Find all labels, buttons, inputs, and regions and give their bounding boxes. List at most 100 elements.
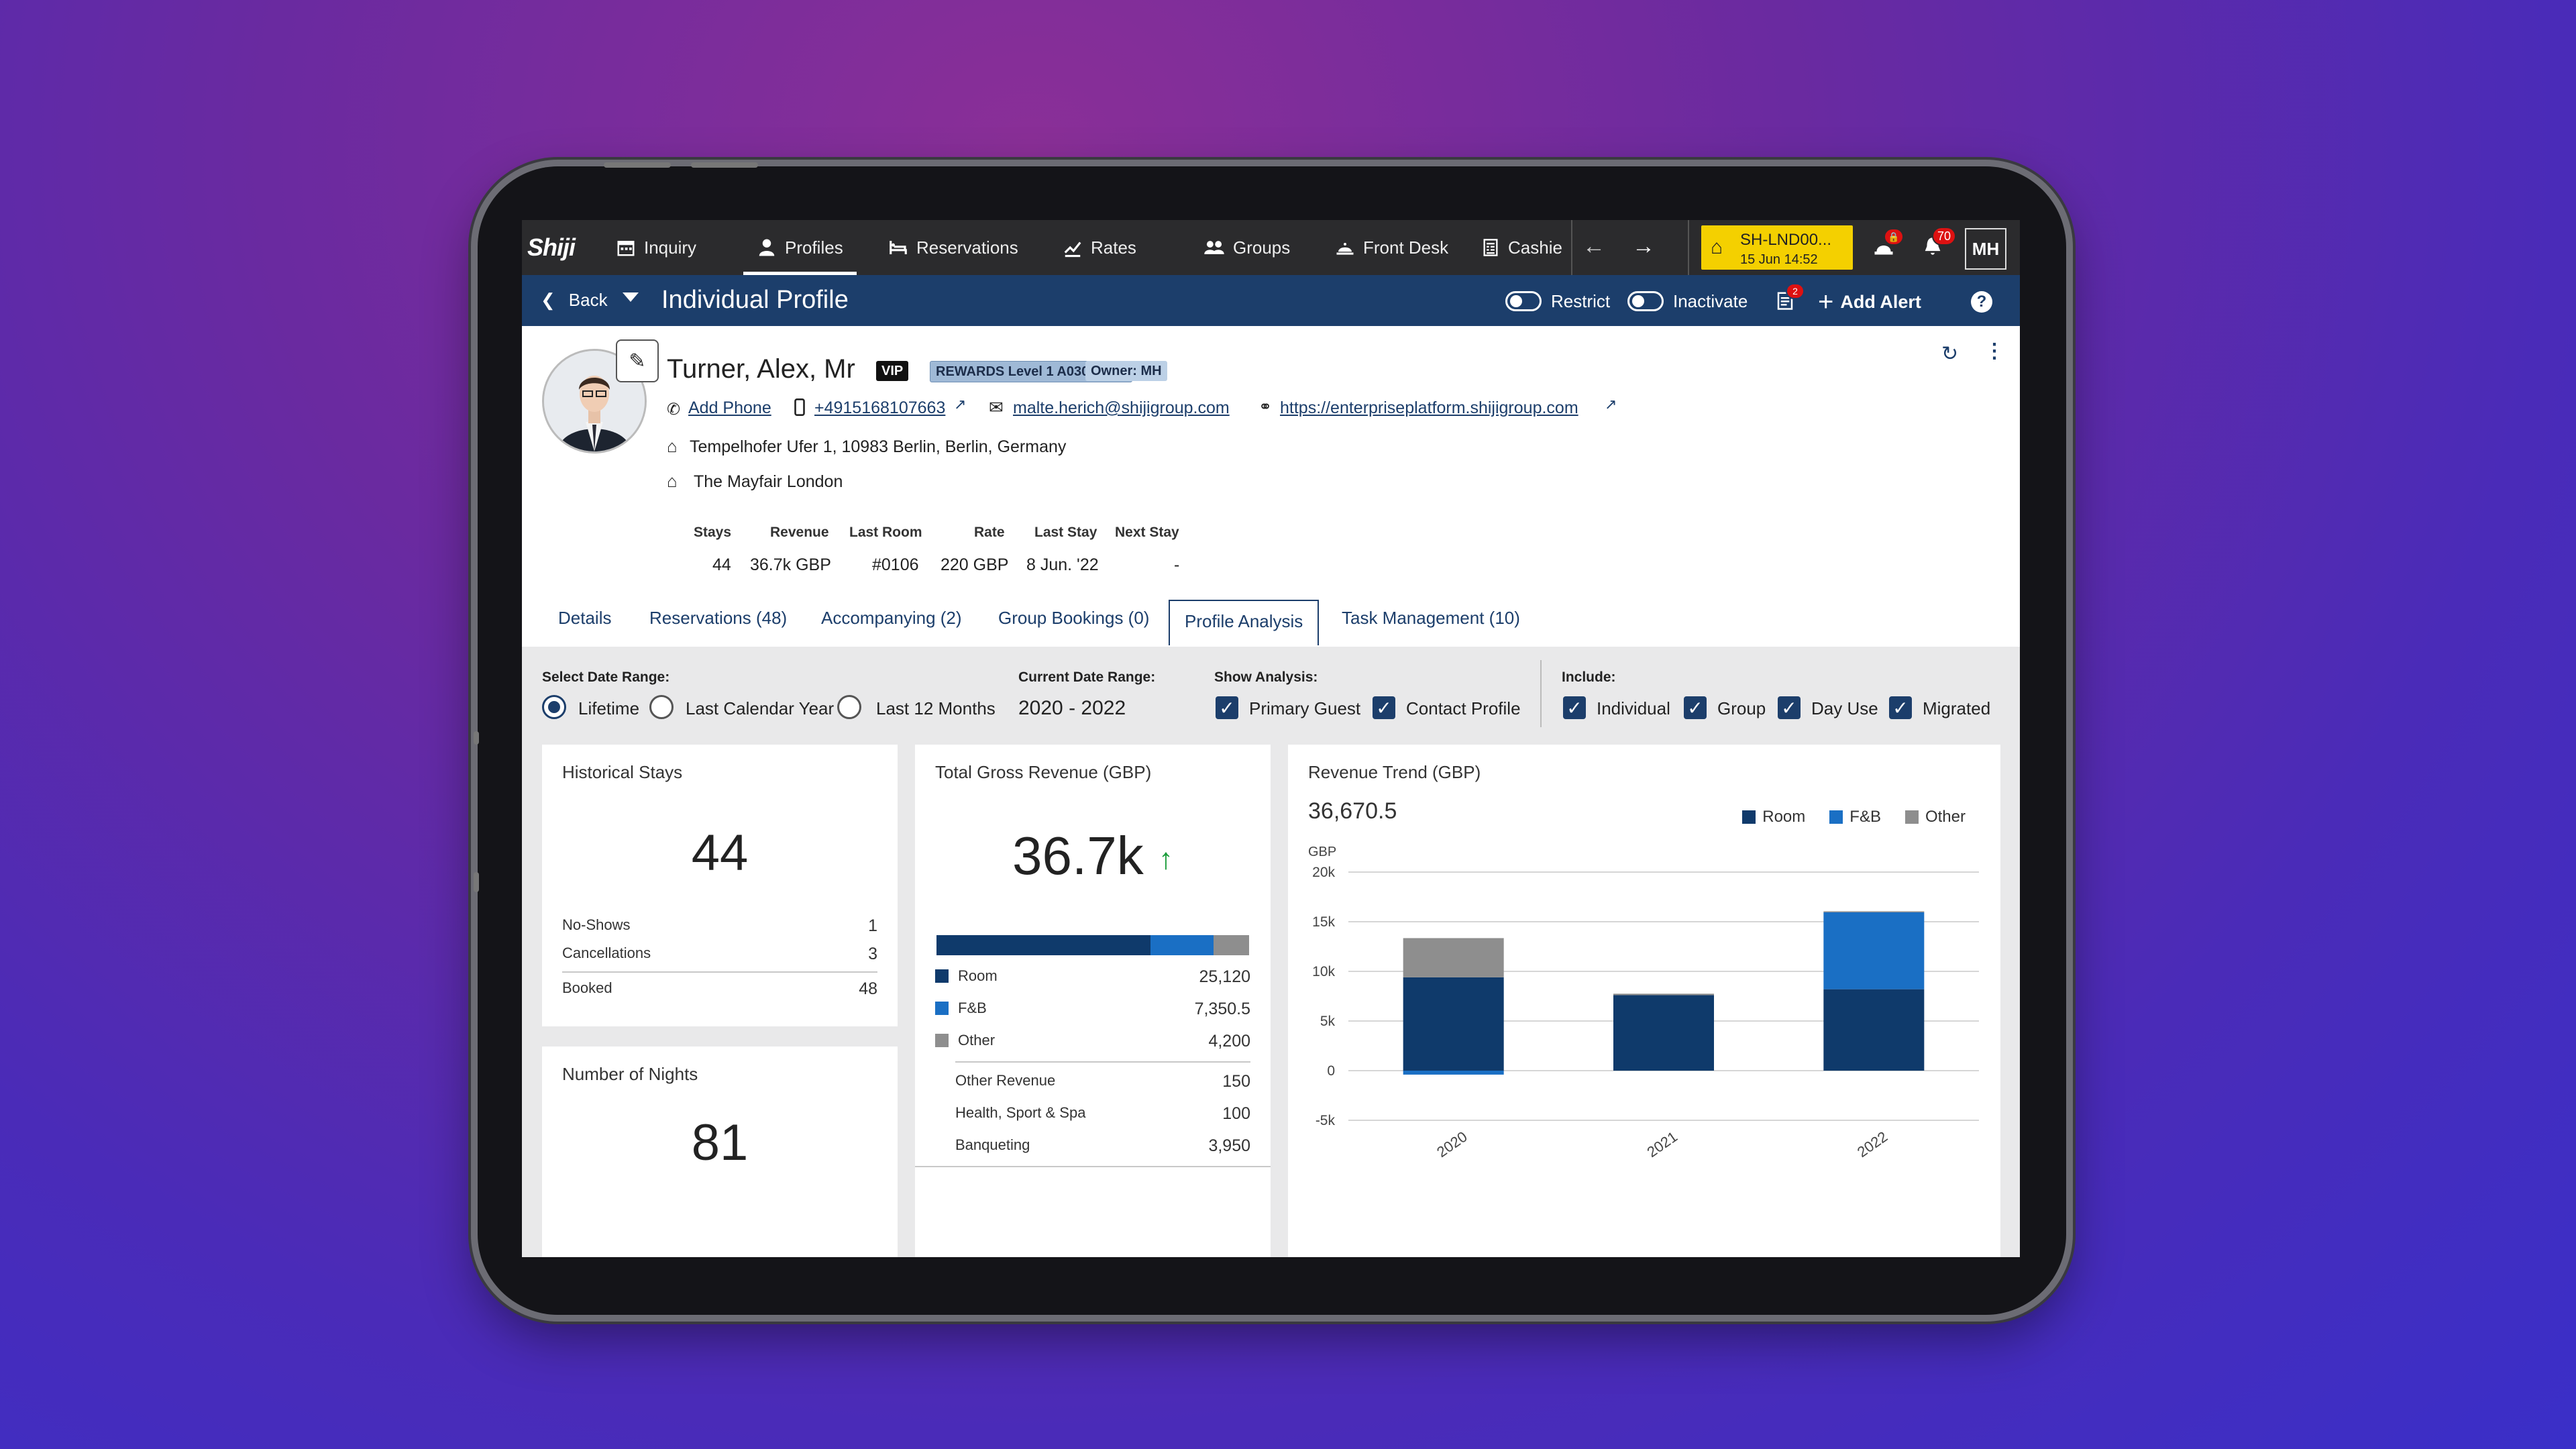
checkbox-primary-guest[interactable]: ✓ <box>1216 696 1238 719</box>
add-alert-button[interactable]: + Add Alert <box>1818 287 1921 317</box>
email-icon: ✉ <box>989 397 1004 417</box>
nav-cashier[interactable]: Cashie <box>1481 220 1562 275</box>
checkbox-label: Individual <box>1597 698 1670 718</box>
notifications-badge: 70 <box>1932 227 1956 246</box>
tab-reservations[interactable]: Reservations (48) <box>649 608 788 628</box>
split-segment-fb <box>1150 935 1214 955</box>
nav-reservations[interactable]: Reservations <box>888 220 1018 275</box>
nav-front-desk[interactable]: Front Desk <box>1335 220 1448 275</box>
nav-label: Rates <box>1091 237 1136 258</box>
home-icon: ⌂ <box>667 436 678 456</box>
rates-icon <box>1063 237 1083 258</box>
bar-fb-2022 <box>1823 912 1925 989</box>
list-item: Room 25,120 <box>935 967 1250 987</box>
app-screen: Shiji Inquiry Profiles Reservations Rate… <box>522 220 2020 1257</box>
external-link-icon: ↗ <box>954 396 967 413</box>
external-link-icon: ↗ <box>1605 396 1617 413</box>
legend-item-room: Room <box>1742 808 1805 826</box>
history-icon[interactable]: ↻ <box>1941 343 1959 365</box>
tab-details[interactable]: Details <box>558 608 612 628</box>
nav-groups[interactable]: Groups <box>1203 220 1290 275</box>
list-item: Cancellations 3 <box>562 945 877 963</box>
locked-alerts-icon[interactable]: 🔒 <box>1872 228 1904 260</box>
tab-group-bookings[interactable]: Group Bookings (0) <box>998 608 1150 628</box>
bar-other-2020 <box>1403 938 1504 977</box>
nav-inquiry[interactable]: Inquiry <box>616 220 696 275</box>
y-tick-label: 15k <box>1312 914 1335 930</box>
shiji-logo: Shiji <box>527 233 576 261</box>
inactivate-toggle[interactable] <box>1627 291 1664 311</box>
checkbox-label: Group <box>1717 698 1766 718</box>
alerts-badge: 2 <box>1786 283 1805 299</box>
website-link[interactable]: https://enterpriseplatform.shijigroup.co… <box>1280 398 1578 417</box>
tab-profile-analysis[interactable]: Profile Analysis <box>1169 600 1320 645</box>
profile-toolbar: ❮ Back Individual Profile Restrict Inact… <box>522 275 2020 326</box>
tablet-button <box>691 162 758 168</box>
restrict-toggle[interactable] <box>1505 291 1542 311</box>
nav-rates[interactable]: Rates <box>1063 220 1136 275</box>
lock-badge: 🔒 <box>1884 228 1904 246</box>
current-range-value: 2020 - 2022 <box>1018 697 1126 719</box>
list-item: Booked 48 <box>562 979 877 998</box>
legend-swatch <box>935 1034 949 1047</box>
date-range-label: Select Date Range: <box>542 669 670 685</box>
y-tick-label: 10k <box>1312 964 1335 979</box>
historical-stays-value: 44 <box>691 824 749 881</box>
checkbox-group[interactable]: ✓ <box>1684 696 1707 719</box>
checkbox-individual[interactable]: ✓ <box>1563 696 1586 719</box>
property-icon: ⌂ <box>667 471 678 491</box>
nav-profiles[interactable]: Profiles <box>743 220 857 275</box>
edit-photo-button[interactable]: ✎ <box>616 339 659 382</box>
radio-last-calendar-year[interactable] <box>649 695 674 719</box>
notifications-bell-icon[interactable]: 70 <box>1921 227 1956 262</box>
filter-divider <box>1540 660 1542 727</box>
number-of-nights-value: 81 <box>691 1114 749 1171</box>
revenue-trend-card: Revenue Trend (GBP) 36,670.5 Room F&B Ot… <box>1288 745 2000 1257</box>
add-alert-label: Add Alert <box>1840 292 1921 312</box>
back-arrow-icon[interactable]: ← <box>1582 233 1605 259</box>
radio-lifetime[interactable] <box>542 695 566 719</box>
tablet-button <box>604 162 671 168</box>
radio-last-12-months[interactable] <box>837 695 861 719</box>
person-icon <box>757 237 777 258</box>
divider <box>955 1061 1250 1063</box>
alerts-list-icon[interactable]: 2 <box>1775 283 1805 313</box>
nav-label: Reservations <box>916 237 1018 258</box>
nav-label: Inquiry <box>644 237 697 258</box>
forward-arrow-icon[interactable]: → <box>1632 233 1655 259</box>
property-code: SH-LND00... <box>1740 231 1832 249</box>
number-of-nights-card: Number of Nights 81 <box>542 1046 898 1257</box>
list-item: No-Shows 1 <box>562 916 877 935</box>
mobile-link[interactable]: +4915168107663 <box>814 398 946 417</box>
radio-label: Last 12 Months <box>876 698 996 718</box>
stat-header-rate: Rate <box>974 525 1005 540</box>
y-tick-label: 0 <box>1327 1063 1335 1079</box>
card-title: Total Gross Revenue (GBP) <box>935 762 1152 782</box>
checkbox-day-use[interactable]: ✓ <box>1778 696 1801 719</box>
profile-header: ✎ Turner, Alex, Mr VIP REWARDS Level 1 A… <box>522 326 2020 590</box>
email-link[interactable]: malte.herich@shijigroup.com <box>1013 398 1230 417</box>
profile-tabs: Details Reservations (48) Accompanying (… <box>522 589 2020 648</box>
checkbox-contact-profile[interactable]: ✓ <box>1373 696 1395 719</box>
checkbox-migrated[interactable]: ✓ <box>1889 696 1912 719</box>
nav-label: Groups <box>1233 237 1291 258</box>
stat-last-room: #0106 <box>872 555 919 574</box>
globe-icon: ⚭ <box>1258 398 1273 416</box>
include-label: Include: <box>1562 669 1616 685</box>
back-button[interactable]: ❮ Back <box>541 290 608 311</box>
total-revenue-card: Total Gross Revenue (GBP) 36.7k ↑ Room 25… <box>915 745 1271 1257</box>
tab-accompanying[interactable]: Accompanying (2) <box>821 608 962 628</box>
list-item: Health, Sport & Spa 100 <box>955 1104 1250 1123</box>
help-icon[interactable]: ? <box>1971 291 1992 313</box>
add-phone-link[interactable]: Add Phone <box>688 398 771 417</box>
nav-divider <box>1571 220 1572 275</box>
property-selector[interactable]: ⌂ SH-LND00... 15 Jun 14:52 <box>1701 225 1853 270</box>
tab-task-management[interactable]: Task Management (10) <box>1342 608 1520 628</box>
more-vertical-icon[interactable]: ⋮ <box>1984 340 2004 362</box>
x-tick-label: 2022 <box>1854 1128 1890 1161</box>
radio-label: Lifetime <box>578 698 640 718</box>
bar-room-2022 <box>1823 989 1925 1071</box>
chevron-down-icon[interactable] <box>623 292 639 302</box>
plus-icon: + <box>1818 287 1834 317</box>
user-avatar-button[interactable]: MH <box>1965 228 2006 270</box>
